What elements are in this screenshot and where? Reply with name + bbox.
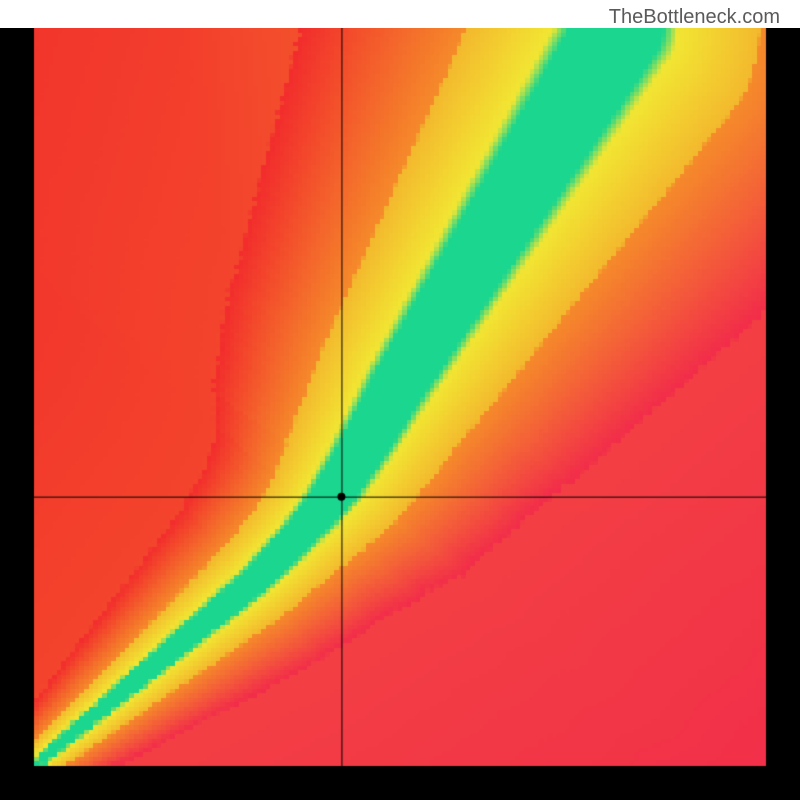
watermark-text: TheBottleneck.com [609,6,780,29]
heatmap-wrap [0,28,800,800]
chart-container: TheBottleneck.com [0,0,800,800]
heatmap-canvas [0,28,800,800]
